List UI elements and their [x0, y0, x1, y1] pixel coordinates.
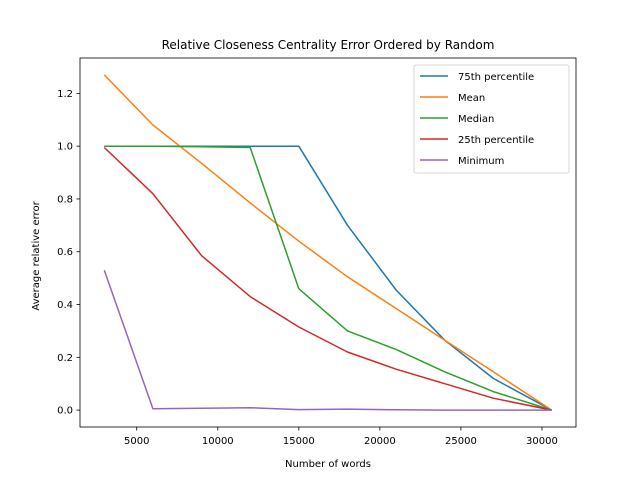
- x-axis-label: Number of words: [285, 459, 371, 470]
- y-tick-label: 1.2: [57, 89, 73, 100]
- chart-title: Relative Closeness Centrality Error Orde…: [162, 38, 495, 52]
- y-tick-label: 0.2: [57, 353, 73, 364]
- series-line-minimum: [103, 269, 552, 411]
- series-line-25th-percentile: [103, 146, 552, 411]
- x-axis-ticks: 5000 10000 15000 20000 25000 30000: [124, 427, 558, 447]
- y-tick-label: 0.6: [57, 247, 73, 258]
- x-tick-label: 15000: [283, 436, 315, 447]
- x-tick-label: 5000: [124, 436, 149, 447]
- y-tick-label: 0.4: [57, 300, 73, 311]
- legend-label: 75th percentile: [458, 72, 534, 83]
- series-line-median: [104, 145, 552, 411]
- legend: 75th percentile Mean Median 25th percentile…: [413, 64, 570, 174]
- y-tick-label: 0.0: [57, 406, 73, 417]
- x-tick-label: 25000: [445, 436, 477, 447]
- legend-label: Mean: [458, 93, 485, 104]
- series-line-mean: [103, 74, 553, 411]
- x-tick-label: 10000: [202, 436, 234, 447]
- legend-box: [413, 64, 570, 174]
- series-lines: [103, 74, 553, 411]
- y-axis-label: Average relative error: [31, 200, 42, 310]
- legend-label: 25th percentile: [458, 135, 534, 146]
- series-line-75th-percentile: [104, 145, 553, 411]
- y-axis-ticks: 0.0 0.2 0.4 0.6 0.8 1.0 1.2: [57, 89, 80, 417]
- plot-area: [79, 57, 577, 428]
- axes-frame: [79, 57, 577, 428]
- legend-label: Minimum: [458, 156, 504, 167]
- legend-label: Median: [458, 114, 494, 125]
- x-tick-label: 20000: [364, 436, 396, 447]
- y-tick-label: 0.8: [57, 194, 73, 205]
- x-tick-label: 30000: [526, 436, 558, 447]
- y-tick-label: 1.0: [57, 142, 73, 153]
